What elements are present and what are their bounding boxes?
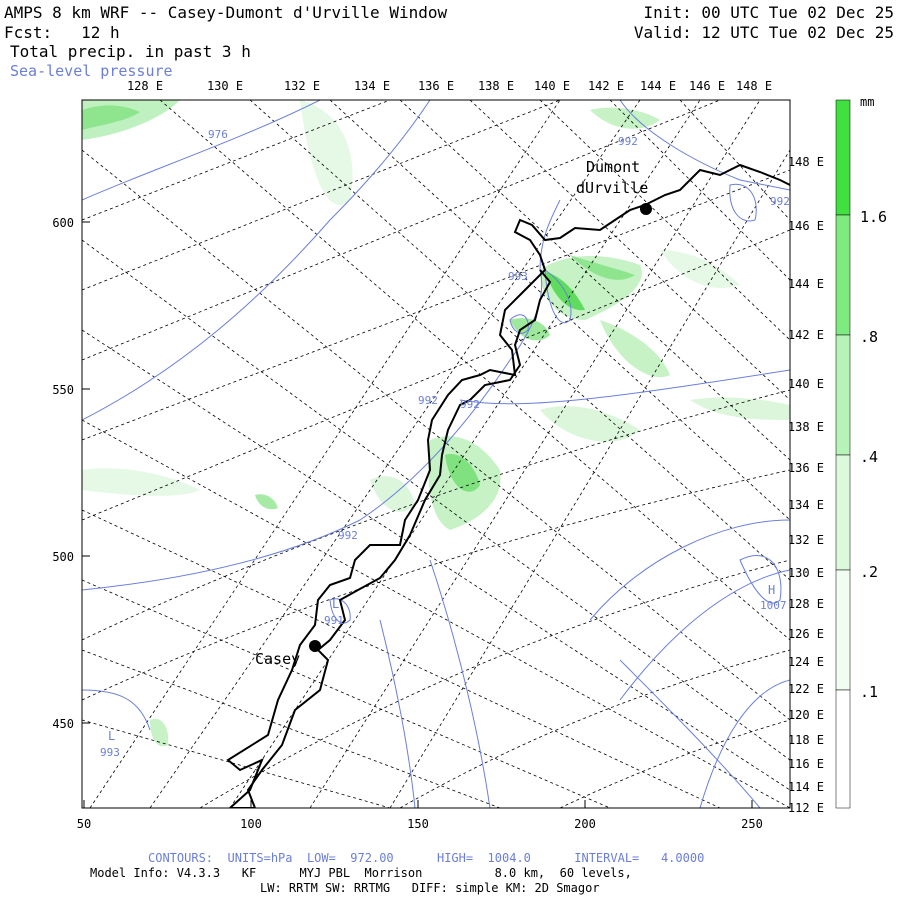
top-tick-label: 138 E xyxy=(478,79,514,93)
left-axis: 600 550 500 450 xyxy=(52,216,90,731)
colorbar-label: .1 xyxy=(860,683,878,701)
top-tick-label: 148 E xyxy=(736,79,772,93)
contour-label: 992 xyxy=(618,135,638,148)
contour-label: 991 xyxy=(324,614,344,627)
left-tick-label: 550 xyxy=(52,383,74,397)
bottom-tick-label: 200 xyxy=(574,817,596,831)
right-tick-label: 112 E xyxy=(788,801,824,815)
low-center-label: L xyxy=(108,729,115,743)
right-tick-label: 144 E xyxy=(788,277,824,291)
top-tick-label: 134 E xyxy=(354,79,390,93)
bottom-tick-label: 100 xyxy=(240,817,262,831)
contour-label: 976 xyxy=(208,128,228,141)
physics-info: LW: RRTM SW: RRTMG DIFF: simple KM: 2D S… xyxy=(260,881,600,895)
contour-label: 992 xyxy=(338,529,358,542)
right-tick-label: 122 E xyxy=(788,682,824,696)
colorbar-band-0.2 xyxy=(835,454,851,571)
station-marker xyxy=(309,640,321,652)
colorbar-band-1.6 xyxy=(835,99,851,216)
colorbar-band-0.4 xyxy=(835,334,851,456)
left-tick-label: 450 xyxy=(52,717,74,731)
top-tick-label: 136 E xyxy=(418,79,454,93)
pressure-centers: L L H xyxy=(108,583,775,743)
right-tick-label: 132 E xyxy=(788,533,824,547)
right-axis: 148 E 146 E 144 E 142 E 140 E 138 E 136 … xyxy=(788,155,824,815)
top-tick-label: 146 E xyxy=(689,79,725,93)
colorbar-band-0.8 xyxy=(835,214,851,336)
top-tick-label: 142 E xyxy=(588,79,624,93)
right-tick-label: 148 E xyxy=(788,155,824,169)
station-casey: Casey xyxy=(255,640,321,668)
right-tick-label: 136 E xyxy=(788,461,824,475)
station-marker xyxy=(640,203,652,215)
contour-info: CONTOURS: UNITS=hPa LOW= 972.00 HIGH= 10… xyxy=(148,851,705,865)
colorbar-unit: mm xyxy=(860,95,874,109)
plot-area xyxy=(82,100,790,808)
bottom-tick-label: 50 xyxy=(77,817,91,831)
coastline-detail xyxy=(230,269,552,808)
colorbar-band-none xyxy=(835,689,851,809)
contour-label: 1007 xyxy=(760,599,787,612)
field-name: Total precip. in past 3 h xyxy=(10,42,251,61)
left-tick-label: 500 xyxy=(52,550,74,564)
low-center-label: L xyxy=(332,597,339,611)
bottom-tick-label: 250 xyxy=(741,817,763,831)
init-time: Init: 00 UTC Tue 02 Dec 25 xyxy=(643,3,894,22)
right-tick-label: 134 E xyxy=(788,498,824,512)
station-label: Casey xyxy=(255,650,300,668)
station-label: Dumont xyxy=(586,158,640,176)
colorbar: mm 1.6 .8 .4 .2 .1 xyxy=(835,95,887,809)
bottom-axis: 50 100 150 200 250 xyxy=(77,800,763,831)
forecast-hour: Fcst: 12 h xyxy=(4,23,120,42)
right-tick-label: 124 E xyxy=(788,655,824,669)
right-tick-label: 120 E xyxy=(788,708,824,722)
station-dumont-durville: Dumont dUrville xyxy=(576,158,652,215)
valid-time: Valid: 12 UTC Tue 02 Dec 25 xyxy=(633,23,894,42)
left-tick-label: 600 xyxy=(52,216,74,230)
right-tick-label: 118 E xyxy=(788,733,824,747)
top-tick-label: 144 E xyxy=(640,79,676,93)
top-tick-label: 140 E xyxy=(534,79,570,93)
top-axis: 128 E 130 E 132 E 134 E 136 E 138 E 140 … xyxy=(127,79,772,93)
top-tick-label: 130 E xyxy=(207,79,243,93)
coastline xyxy=(226,163,790,808)
right-tick-label: 114 E xyxy=(788,780,824,794)
contour-label: 993 xyxy=(100,746,120,759)
right-tick-label: 138 E xyxy=(788,420,824,434)
contour-label: 992 xyxy=(418,394,438,407)
right-tick-label: 128 E xyxy=(788,597,824,611)
top-tick-label: 132 E xyxy=(284,79,320,93)
colorbar-label: .8 xyxy=(860,328,878,346)
overlay-name: Sea-level pressure xyxy=(10,62,173,80)
contour-label: 992 xyxy=(770,195,790,208)
station-label: dUrville xyxy=(576,179,648,197)
colorbar-label: 1.6 xyxy=(860,208,887,226)
right-tick-label: 130 E xyxy=(788,566,824,580)
colorbar-band-0.1 xyxy=(835,569,851,691)
contour-labels: 976 992 993 992 992 992 991 993 992 1007 xyxy=(100,128,790,759)
right-tick-label: 146 E xyxy=(788,219,824,233)
pressure-contours xyxy=(82,100,790,808)
precip-shading xyxy=(82,100,790,747)
right-tick-label: 140 E xyxy=(788,377,824,391)
colorbar-label: .4 xyxy=(860,448,878,466)
right-tick-label: 126 E xyxy=(788,627,824,641)
colorbar-label: .2 xyxy=(860,563,878,581)
top-tick-label: 128 E xyxy=(127,79,163,93)
contour-label: 992 xyxy=(460,398,480,411)
contour-label: 993 xyxy=(508,270,528,283)
high-center-label: H xyxy=(768,583,775,597)
graticule xyxy=(82,100,790,808)
plot-frame xyxy=(81,99,791,809)
model-info: Model Info: V4.3.3 KF MYJ PBL Morrison 8… xyxy=(90,866,632,880)
map-title: AMPS 8 km WRF -- Casey-Dumont d'Urville … xyxy=(4,3,448,22)
right-tick-label: 142 E xyxy=(788,328,824,342)
right-tick-label: 116 E xyxy=(788,757,824,771)
bottom-tick-label: 150 xyxy=(407,817,429,831)
